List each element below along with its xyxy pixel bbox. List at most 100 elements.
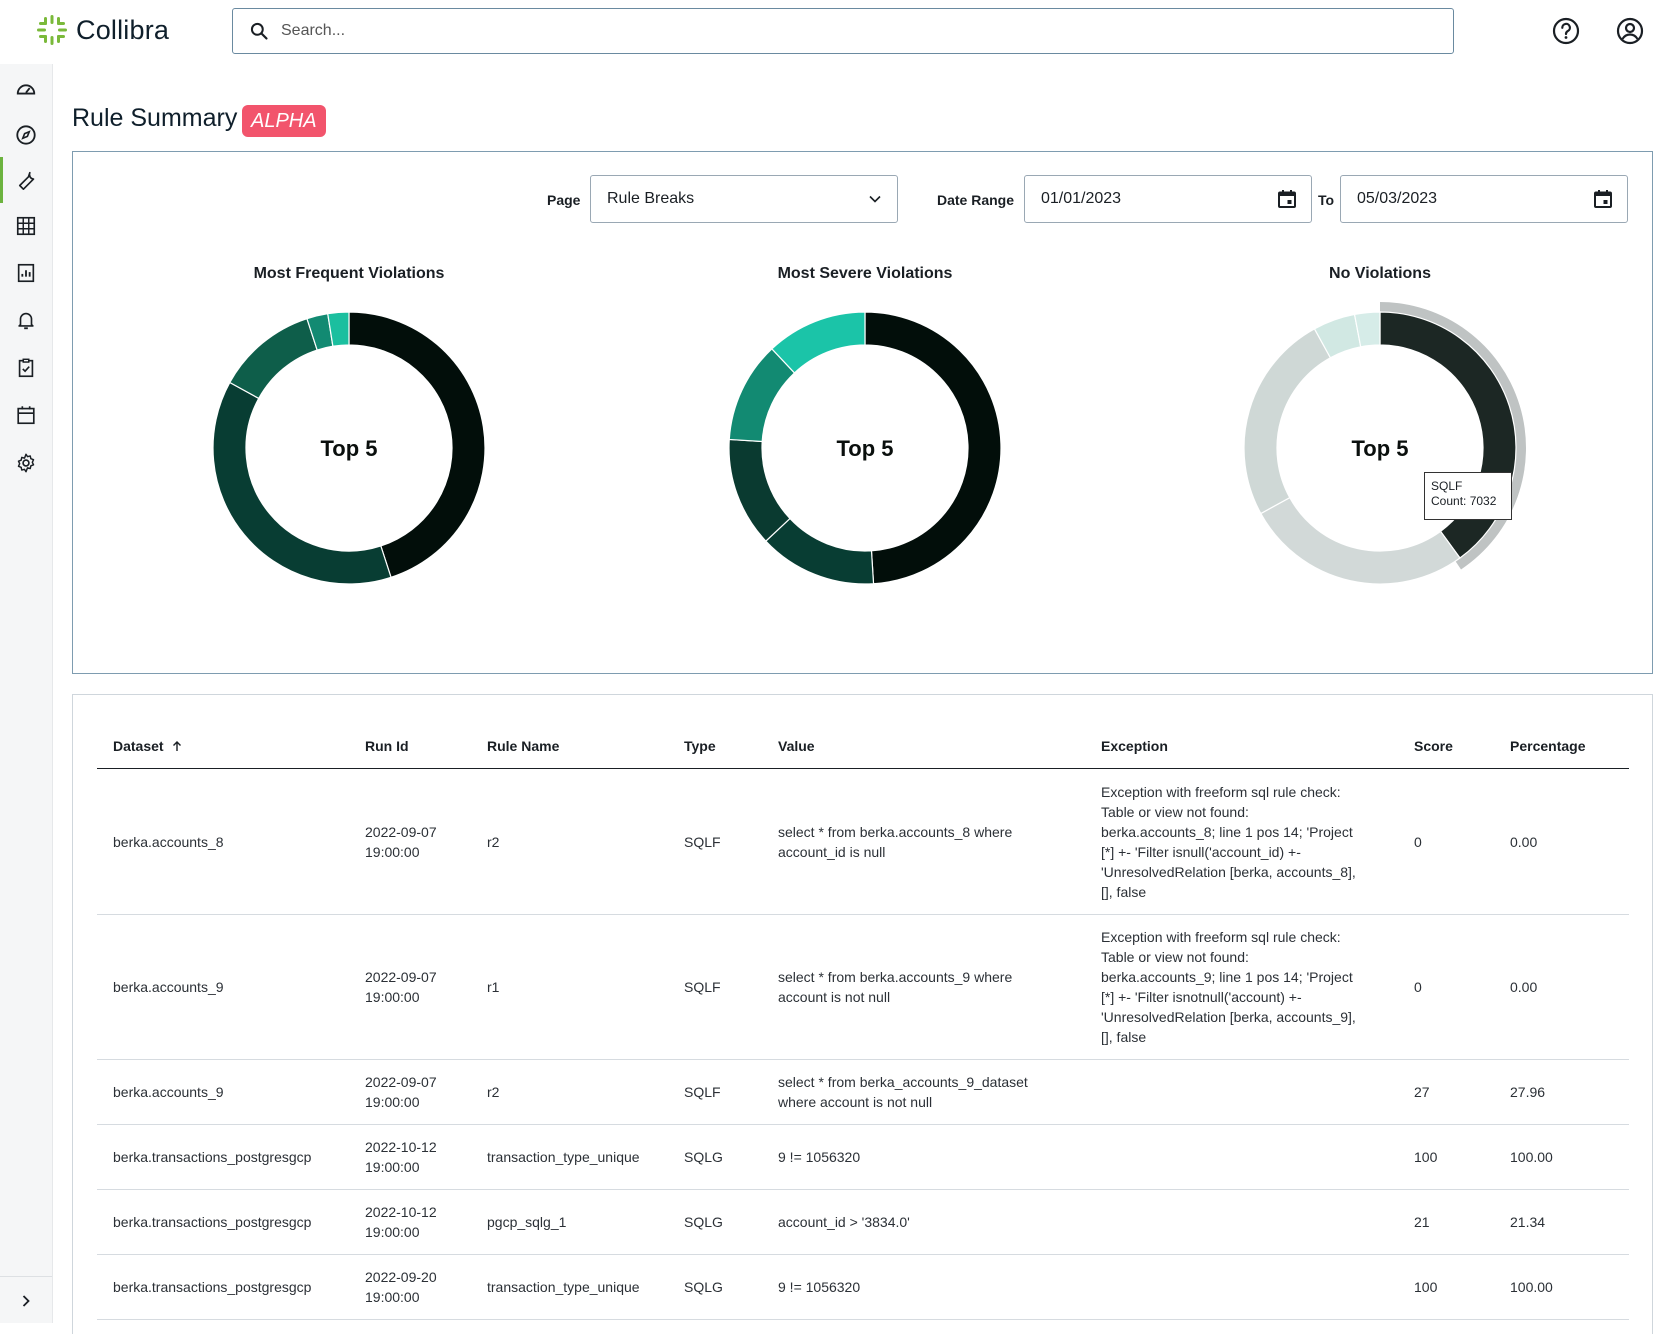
rule-breaks-table: Dataset Run Id Rule Name Type Value Exce… <box>72 694 1653 1334</box>
brand-name: Collibra <box>76 14 170 45</box>
cell-type: SQLF <box>684 833 721 850</box>
cell-dataset: berka.accounts_9 <box>113 978 224 995</box>
cell-rule: pgcp_sqlg_1 <box>487 1213 567 1230</box>
date-to-input[interactable]: 05/03/2023 <box>1340 175 1628 223</box>
table-row[interactable]: berka.transactions_postgresgcp 2022-10-12… <box>97 1124 1629 1190</box>
sidebar-item-settings[interactable] <box>0 440 52 486</box>
table-header-divider <box>97 768 1629 769</box>
search-input[interactable] <box>279 21 1383 41</box>
donut-slice-3[interactable] <box>1243 328 1332 515</box>
cell-pct: 100.00 <box>1510 1148 1553 1165</box>
cell-rule: r2 <box>487 833 500 850</box>
sort-ascending-icon[interactable] <box>171 740 183 752</box>
cell-type: SQLF <box>684 978 721 995</box>
cell-value: 9 != 1056320 <box>778 1278 861 1295</box>
donut-slice-5[interactable] <box>771 311 866 374</box>
date-from-value: 01/01/2023 <box>1041 190 1122 207</box>
donut-slice-2[interactable] <box>765 517 875 585</box>
cell-value: select * from berka.accounts_9 where acco… <box>778 968 1013 1005</box>
sidebar-item-explore[interactable] <box>0 112 52 158</box>
cell-score: 0 <box>1414 833 1422 850</box>
donut-slice-3[interactable] <box>229 317 318 400</box>
cell-pct: 100.00 <box>1510 1278 1553 1295</box>
cell-score: 100 <box>1414 1278 1438 1295</box>
date-from-input[interactable]: 01/01/2023 <box>1024 175 1312 223</box>
cell-dataset: berka.transactions_postgresgcp <box>113 1278 312 1295</box>
donut-center-label: Top 5 <box>836 436 893 461</box>
calendar-icon <box>17 406 35 425</box>
donut-slice-2[interactable] <box>212 381 392 585</box>
donut-slice-5[interactable] <box>327 311 350 347</box>
sidebar-item-rules[interactable] <box>0 157 52 203</box>
sidebar-item-dashboard[interactable] <box>0 66 52 112</box>
sidebar-item-catalog[interactable] <box>0 203 52 249</box>
page-filter-label: Page <box>547 192 581 208</box>
table-grid-icon <box>16 216 36 236</box>
column-header-type[interactable]: Type <box>684 738 716 754</box>
sidebar-nav <box>0 64 53 1323</box>
column-header-dataset[interactable]: Dataset <box>113 738 183 754</box>
page-title: Rule Summary <box>72 104 238 132</box>
cell-rule: transaction_type_unique <box>487 1278 640 1295</box>
gear-icon <box>17 453 35 473</box>
cell-dataset: berka.transactions_postgresgcp <box>113 1148 312 1165</box>
donut-slice-5[interactable] <box>1353 311 1381 348</box>
cell-type: SQLG <box>684 1213 723 1230</box>
cell-dataset: berka.accounts_8 <box>113 833 224 850</box>
date-range-label: Date Range <box>937 192 1015 208</box>
cell-run-id: 2022-09-07 19:00:00 <box>365 1073 437 1110</box>
table-row[interactable]: berka.accounts_8 2022-09-07 19:00:00 r2 SQLF… <box>97 769 1629 915</box>
page-select-value: Rule Breaks <box>607 190 695 207</box>
report-icon <box>17 263 35 283</box>
cell-run-id: 2022-09-07 19:00:00 <box>365 823 437 860</box>
to-label: To <box>1318 192 1335 208</box>
global-search[interactable] <box>232 8 1454 54</box>
sidebar-expand-toggle[interactable] <box>0 1276 52 1324</box>
table-row[interactable]: berka.transactions_postgresgcp 2022-10-12… <box>97 1189 1629 1255</box>
chart-panel: Page Rule Breaks Date Range 01/01/2023 T… <box>72 151 1653 674</box>
calendar-picker-icon[interactable] <box>1593 189 1613 209</box>
calendar-picker-icon[interactable] <box>1277 189 1297 209</box>
cell-score: 21 <box>1414 1213 1430 1230</box>
donut-slice-1[interactable] <box>864 311 1002 585</box>
donut-slice-1[interactable] <box>348 311 486 579</box>
cell-score: 0 <box>1414 978 1422 995</box>
column-header-value[interactable]: Value <box>778 738 815 754</box>
sidebar-item-schedule[interactable] <box>0 392 52 438</box>
help-icon[interactable] <box>1551 16 1581 46</box>
user-account-icon[interactable] <box>1615 16 1645 46</box>
table-row[interactable]: berka.transactions_postgresgcp 2022-09-20… <box>97 1254 1629 1320</box>
cell-value: 9 != 1056320 <box>778 1148 861 1165</box>
sidebar-item-reports[interactable] <box>0 250 52 296</box>
compass-icon <box>16 125 36 145</box>
table-row[interactable]: berka.accounts_9 2022-09-07 19:00:00 r1 SQLF… <box>97 914 1629 1060</box>
cell-score: 27 <box>1414 1083 1430 1100</box>
clipboard-check-icon <box>18 358 34 378</box>
column-header-rule-name[interactable]: Rule Name <box>487 738 560 754</box>
cell-dataset: berka.accounts_9 <box>113 1083 224 1100</box>
dashboard-gauge-icon <box>16 84 36 95</box>
donut-slice-3[interactable] <box>728 438 791 542</box>
page-select[interactable]: Rule Breaks <box>590 175 898 223</box>
cell-rule: r1 <box>487 978 500 995</box>
tooltip-count: Count: 7032 <box>1431 494 1497 508</box>
cell-run-id: 2022-10-12 19:00:00 <box>365 1138 437 1175</box>
cell-exception: Exception with freeform sql rule check: T… <box>1101 928 1356 1045</box>
cell-run-id: 2022-09-07 19:00:00 <box>365 968 437 1005</box>
chevron-down-icon <box>869 195 881 203</box>
column-header-run-id[interactable]: Run Id <box>365 738 409 754</box>
donut-center-label: Top 5 <box>1351 436 1408 461</box>
sidebar-item-tasks[interactable] <box>0 345 52 391</box>
cell-pct: 21.34 <box>1510 1213 1546 1230</box>
cell-value: select * from berka.accounts_8 where acco… <box>778 823 1013 860</box>
sidebar-item-alerts[interactable] <box>0 297 52 343</box>
cell-value: account_id > '3834.0' <box>778 1213 910 1230</box>
cell-rule: transaction_type_unique <box>487 1148 640 1165</box>
table-row[interactable]: berka.accounts_9 2022-09-07 19:00:00 r2 SQLF… <box>97 1059 1629 1125</box>
top-bar: Collibra <box>0 0 1670 64</box>
logo[interactable]: Collibra <box>36 14 169 46</box>
collibra-logo-icon <box>37 15 67 45</box>
column-header-percentage[interactable]: Percentage <box>1510 738 1586 754</box>
column-header-score[interactable]: Score <box>1414 738 1453 754</box>
column-header-exception[interactable]: Exception <box>1101 738 1168 754</box>
